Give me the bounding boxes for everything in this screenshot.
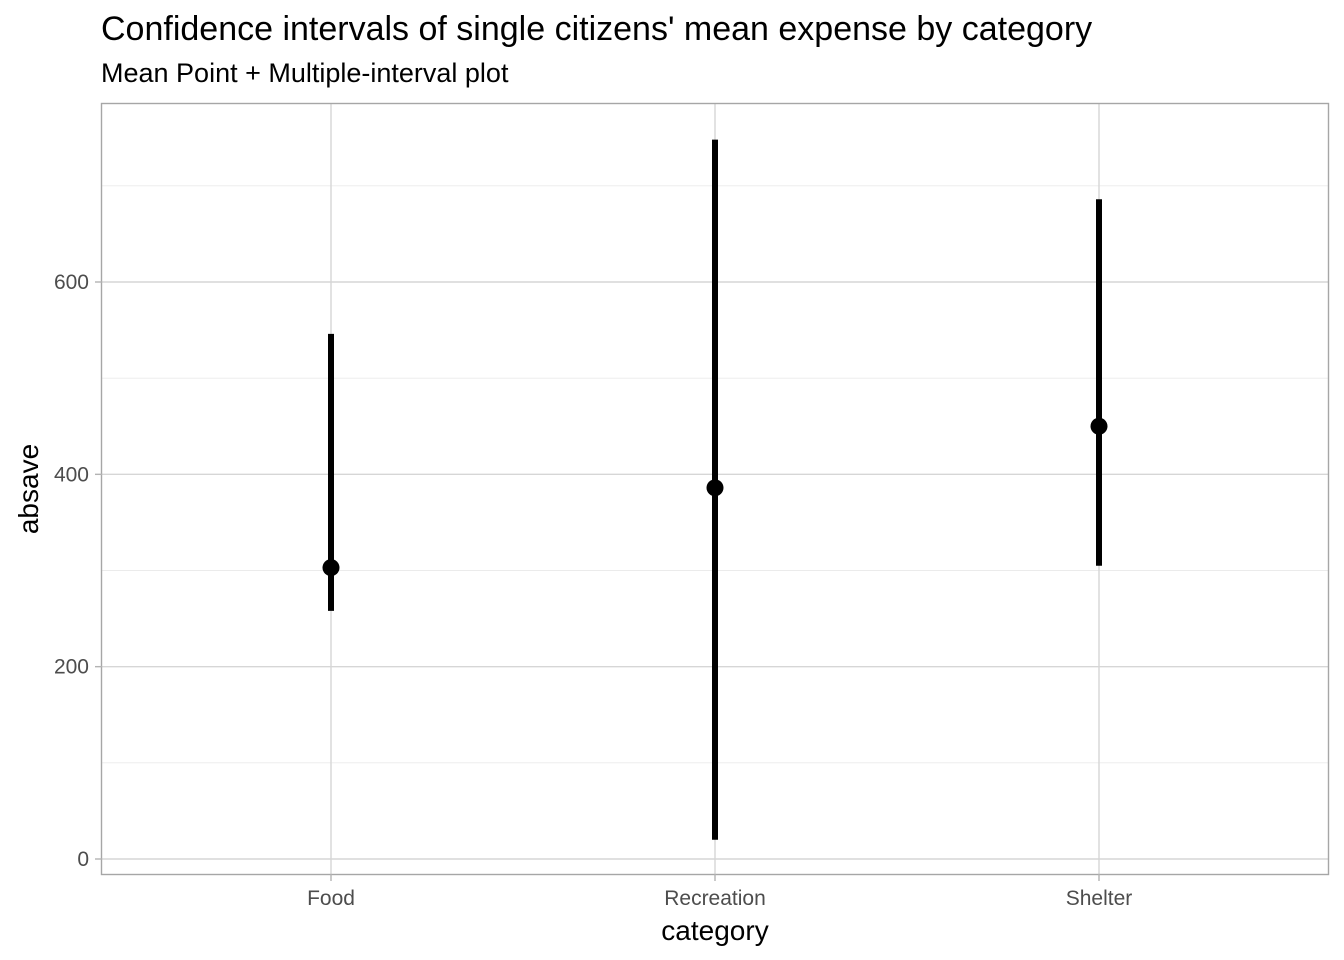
y-tick-label: 0 [77, 848, 89, 871]
y-tick-label: 400 [54, 463, 89, 486]
mean-point-recreation [706, 479, 724, 497]
mean-point-shelter [1090, 417, 1108, 435]
y-tick-label: 600 [54, 271, 89, 294]
axes: 0 200 400 600 Food Recreation Shelter [54, 271, 1132, 910]
x-tick-label-recreation: Recreation [664, 887, 766, 910]
chart-subtitle: Mean Point + Multiple-interval plot [101, 58, 509, 88]
y-tick-label: 200 [54, 656, 89, 679]
chart-title: Confidence intervals of single citizens'… [101, 10, 1092, 48]
x-axis-title: category [661, 915, 768, 946]
mean-point-food [322, 559, 340, 577]
x-tick-label-food: Food [307, 887, 355, 910]
data-marks [322, 139, 1108, 840]
y-axis-title: absave [13, 444, 44, 534]
x-tick-label-shelter: Shelter [1066, 887, 1133, 910]
